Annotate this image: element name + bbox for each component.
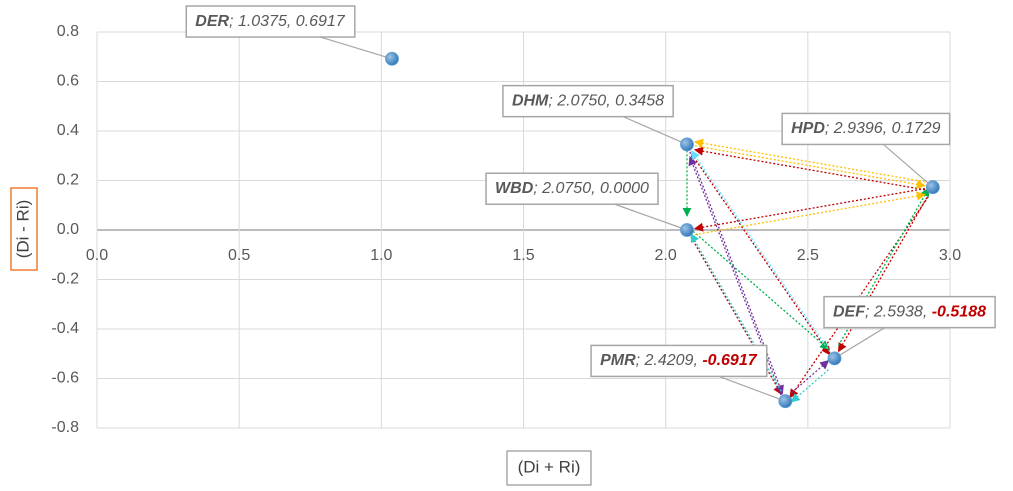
relation-arrow [694,191,926,236]
label-box [485,172,659,205]
label-box [502,84,674,118]
data-label-group: PMR; 2.4209, -0.6917 [590,344,786,402]
y-tick-label: 0.2 [57,172,79,189]
relation-arrow [690,153,831,356]
y-tick-label: 0.8 [57,23,79,40]
relation-arrow [693,138,926,183]
y-tick-label: -0.8 [51,419,79,436]
y-label-box [10,187,38,271]
y-tick-label: -0.4 [51,320,79,337]
point [925,180,940,195]
point [778,394,793,409]
label-box [823,295,996,329]
x-tick-label: 1.0 [370,247,392,264]
data-label-group: DHM; 2.0750, 0.3458 [502,84,688,145]
label-box [781,112,951,146]
relation-arrow [688,156,784,399]
data-label-group: DER; 1.0375, 0.6917 [185,5,393,60]
x-tick-label: 0.0 [86,247,108,264]
y-tick-label: -0.2 [51,271,79,288]
point [680,223,694,237]
relation-arrow [694,145,926,189]
data-label-group: HPD; 2.9396, 0.1729 [781,112,951,188]
data-label: DHM; 2.0750, 0.3458 [512,93,664,110]
data-label: HPD; 2.9396, 0.1729 [791,120,941,137]
y-tick-label: 0.0 [57,221,79,238]
data-label-group: WBD; 2.0750, 0.0000 [485,172,688,231]
data-label-group: DEF; 2.5938, -0.5188 [823,295,996,359]
x-tick-label: 2.5 [797,247,819,264]
x-label-box [506,450,592,486]
x-tick-label: 2.0 [655,247,677,264]
y-axis-label: (Di - Ri) [13,200,32,259]
data-label: WBD; 2.0750, 0.0000 [495,180,649,197]
data-label: DEF; 2.5938, -0.5188 [833,304,986,321]
x-axis-label: (Di + Ri) [518,457,581,476]
relation-arrow [689,151,784,395]
data-label: DER; 1.0375, 0.6917 [195,13,346,30]
data-label: PMR; 2.4209, -0.6917 [600,352,758,369]
x-tick-label: 3.0 [939,247,961,264]
y-tick-label: 0.6 [57,73,79,90]
y-tick-label: -0.6 [51,370,79,387]
x-tick-label: 1.5 [512,247,534,264]
relation-arrow [692,230,830,350]
y-tick-label: 0.4 [57,122,79,139]
point [827,351,842,366]
relation-arrow [790,360,830,394]
label-box [590,344,768,378]
relation-arrow [790,369,829,403]
relation-arrow [693,187,926,232]
x-tick-label: 0.5 [228,247,250,264]
relation-arrow [693,146,926,191]
point [680,137,694,152]
point [385,51,399,66]
label-box [185,5,356,38]
relation-arrow [690,150,831,353]
